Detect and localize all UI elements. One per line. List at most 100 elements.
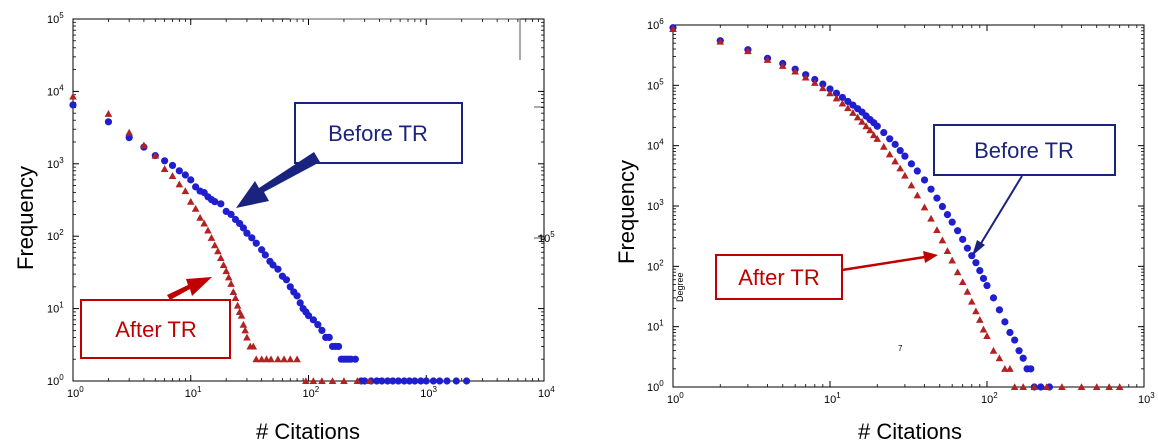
- left-point-before-tr: [274, 265, 282, 273]
- left-point-before-tr: [394, 377, 402, 385]
- left-y-tick-exp: 5: [59, 11, 64, 20]
- right-point-before-tr: [979, 274, 988, 283]
- right-x-tick-exp: 3: [1150, 391, 1155, 400]
- right-stray-label-degree: Degree: [675, 272, 685, 302]
- left-x-tick-label: 104: [538, 385, 555, 400]
- right-x-tick-label: 102: [981, 391, 998, 406]
- left-y-tick-exp: 0: [59, 373, 64, 382]
- left-point-before-tr: [384, 377, 392, 385]
- left-x-tick-exp: 1: [197, 385, 202, 394]
- right-point-before-tr: [995, 306, 1004, 314]
- right-point-before-tr: [896, 146, 904, 155]
- right-y-tick-base: 10: [647, 80, 659, 92]
- right-point-after-tr: [879, 142, 888, 150]
- left-point-before-tr: [211, 198, 219, 206]
- right-x-tick-label: 103: [1138, 391, 1155, 406]
- left-point-after-tr: [151, 151, 160, 159]
- right-point-after-tr: [866, 126, 874, 134]
- left-point-after-tr: [302, 377, 310, 385]
- right-point-before-tr: [891, 140, 899, 148]
- left-point-after-tr: [328, 377, 337, 385]
- right-after-tr-box: [715, 254, 843, 300]
- left-point-before-tr: [125, 134, 133, 142]
- left-y-tick-base: 10: [47, 376, 59, 388]
- right-x-tick-base: 10: [981, 394, 993, 406]
- right-y-tick-exp: 1: [659, 319, 664, 328]
- left-before-tr-label: Before TR: [328, 121, 428, 146]
- left-point-before-tr: [293, 292, 301, 300]
- left-ylabel: Frequency: [13, 166, 38, 270]
- right-y-tick-label: 104: [647, 138, 664, 153]
- right-point-before-tr: [933, 194, 941, 202]
- left-point-after-tr: [239, 320, 248, 328]
- left-point-before-tr: [462, 377, 471, 385]
- left-y-tick-label: 102: [47, 228, 64, 243]
- left-point-after-tr: [286, 355, 295, 363]
- right-point-before-tr: [832, 89, 841, 97]
- right-point-after-tr: [1092, 383, 1101, 391]
- left-point-after-tr: [353, 377, 362, 385]
- right-point-after-tr: [907, 181, 916, 189]
- right-point-before-tr: [972, 259, 980, 267]
- right-point-after-tr: [983, 332, 991, 340]
- left-x-tick-label: 102: [303, 385, 320, 400]
- right-plot-frame: [672, 24, 1145, 388]
- left-x-tick-base: 10: [185, 388, 197, 400]
- left-point-after-tr: [280, 355, 288, 363]
- right-y-tick-label: 102: [647, 258, 664, 273]
- right-x-tick-label: 100: [667, 391, 684, 406]
- left-point-before-tr: [378, 377, 386, 385]
- right-point-before-tr: [826, 85, 834, 93]
- left-point-after-tr: [196, 213, 204, 221]
- left-point-before-tr: [187, 176, 195, 184]
- left-x-tick-label: 103: [420, 385, 437, 400]
- left-point-after-tr: [222, 267, 230, 275]
- left-point-after-tr: [217, 254, 225, 262]
- left-point-after-tr: [274, 355, 282, 363]
- right-point-after-tr: [869, 131, 878, 139]
- right-point-after-tr: [1001, 365, 1009, 372]
- left-point-after-tr: [233, 301, 242, 309]
- right-point-before-tr: [886, 135, 894, 143]
- left-y-tick-label: 105: [47, 11, 64, 26]
- left-point-before-tr: [248, 234, 256, 242]
- right-y-tick-label: 103: [647, 198, 664, 213]
- left-point-before-tr: [422, 377, 430, 385]
- right-y-tick-base: 10: [647, 20, 659, 32]
- left-point-after-tr: [191, 204, 200, 212]
- right-point-after-tr: [832, 94, 841, 102]
- right-point-after-tr: [963, 287, 972, 295]
- left-point-before-tr: [227, 210, 235, 219]
- left-point-before-tr: [405, 377, 414, 385]
- left-point-before-tr: [286, 283, 294, 291]
- left-point-before-tr: [443, 377, 451, 385]
- left-point-before-tr: [318, 326, 326, 334]
- right-y-tick-exp: 3: [659, 198, 664, 207]
- left-point-before-tr: [239, 224, 248, 232]
- left-point-before-tr: [411, 377, 419, 385]
- left-x-tick-exp: 3: [433, 385, 438, 394]
- right-point-after-tr: [1019, 383, 1027, 391]
- left-point-before-tr: [261, 251, 269, 259]
- right-after-tr-arrowhead: [923, 251, 938, 263]
- right-point-before-tr: [873, 122, 881, 130]
- right-point-after-tr: [838, 99, 847, 107]
- left-after-tr-arrow: [167, 277, 212, 300]
- right-point-after-tr: [716, 37, 725, 45]
- right-x-tick-base: 10: [824, 394, 836, 406]
- right-y-tick-base: 10: [647, 322, 659, 334]
- left-point-after-tr: [249, 342, 258, 350]
- right-y-tick-exp: 2: [659, 258, 664, 267]
- left-plot-artifact-frame: [290, 18, 521, 60]
- right-point-before-tr: [1027, 365, 1035, 373]
- right-point-after-tr: [810, 79, 819, 86]
- right-point-before-tr: [963, 244, 971, 252]
- right-point-after-tr: [901, 171, 909, 179]
- right-point-after-tr: [819, 84, 827, 92]
- left-point-after-tr: [186, 197, 195, 205]
- right-point-before-tr: [1037, 383, 1045, 391]
- left-point-before-tr: [243, 229, 251, 237]
- left-point-after-tr: [210, 241, 219, 249]
